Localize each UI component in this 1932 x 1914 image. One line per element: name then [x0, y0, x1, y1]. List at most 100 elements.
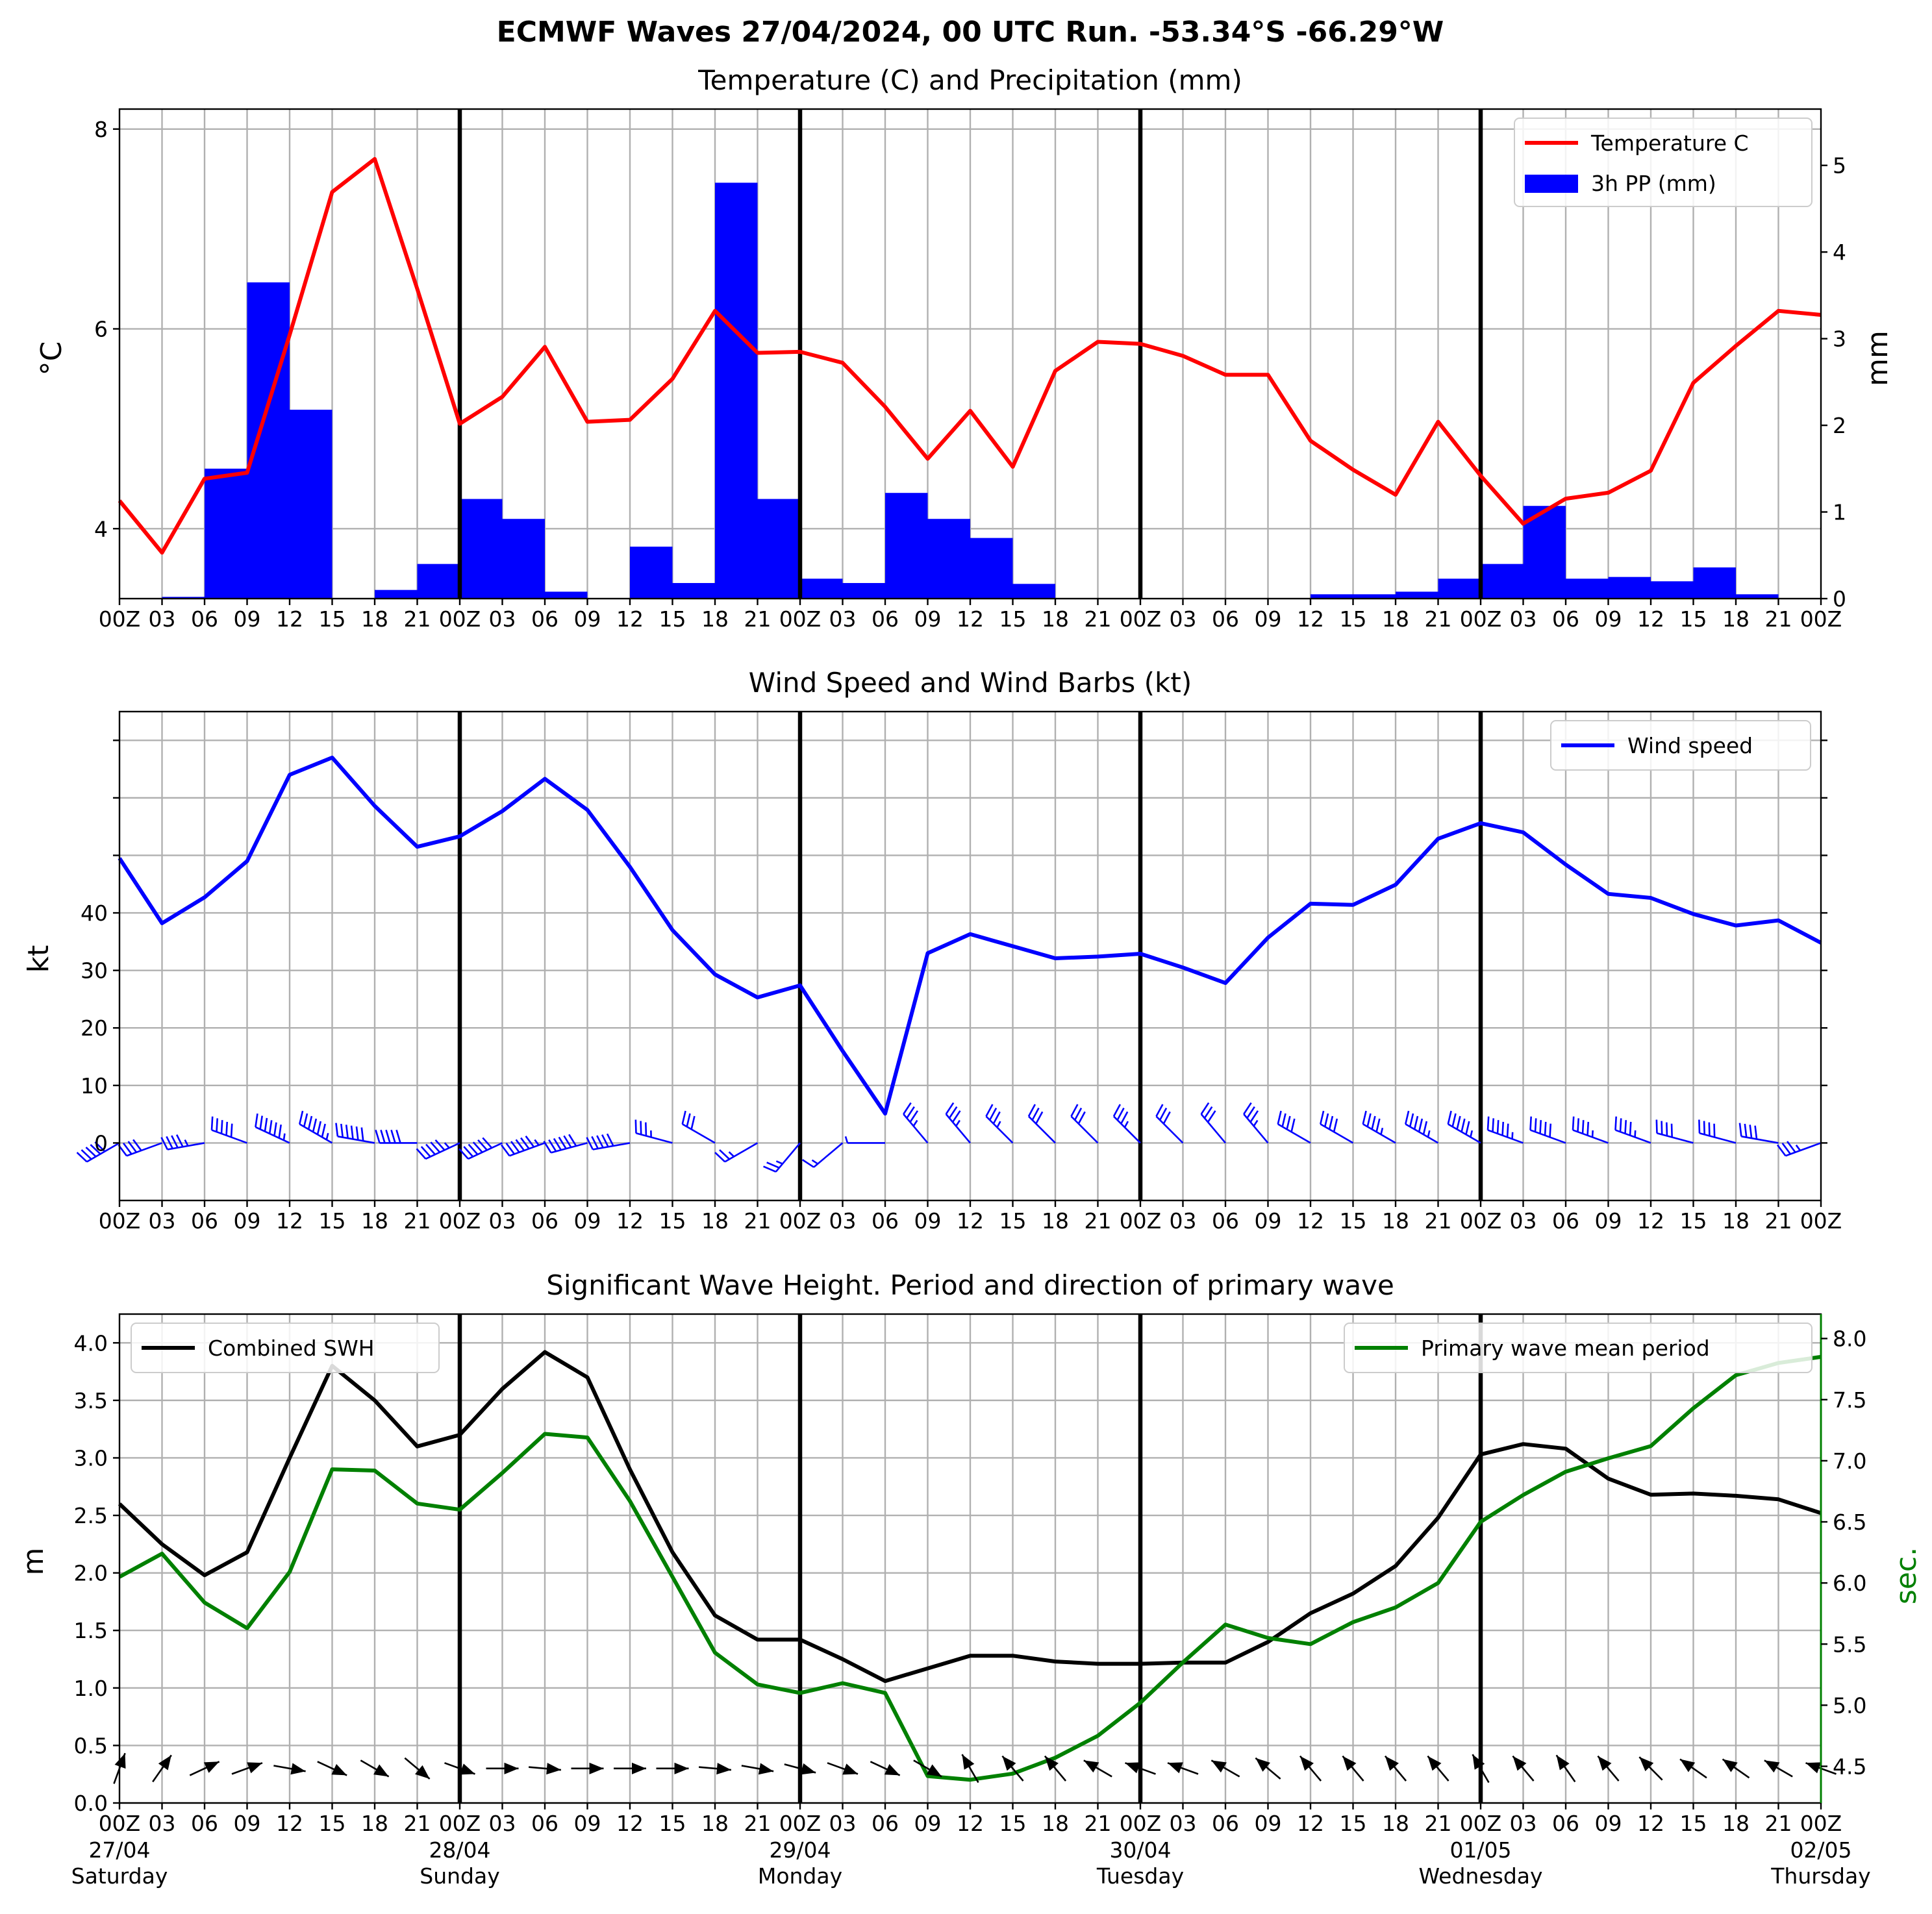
wind-barb-staff	[211, 1129, 247, 1144]
p3-xtick-label: 03	[149, 1811, 176, 1836]
wind-barb-feather	[525, 1136, 535, 1148]
p3-xtick-label: 12	[957, 1811, 984, 1836]
wind-barb-feather	[416, 1148, 427, 1160]
wave-direction-arrow	[1679, 1758, 1707, 1779]
wave-arrow-head	[1342, 1756, 1357, 1771]
temperature-precip-panel: Temperature (C) and Precipitation (mm) °…	[35, 64, 1894, 632]
precip-bar	[757, 499, 800, 599]
wave-arrow-head	[716, 1763, 731, 1775]
wind-barb-feather	[1074, 1108, 1083, 1121]
wind-barb-half-feather	[1511, 1132, 1514, 1139]
p3-date-label: 01/05	[1449, 1837, 1511, 1863]
wind-barb-feather	[909, 1110, 919, 1123]
wind-barb-feather	[166, 1136, 173, 1149]
p3-xtick-label: 12	[1297, 1811, 1324, 1836]
wind-barb-feather	[1070, 1104, 1079, 1117]
wave-arrow-head	[1044, 1756, 1059, 1771]
wind-barb	[416, 1139, 460, 1160]
wind-barb-feather	[548, 1139, 557, 1152]
wind-barb-feather	[1027, 1104, 1036, 1117]
wave-arrow-head	[1427, 1756, 1442, 1771]
wind-barb-feather	[350, 1125, 354, 1139]
p2-xtick-label: 12	[1297, 1208, 1324, 1234]
wind-barb-feather	[591, 1136, 599, 1149]
wave-direction-arrow	[913, 1759, 942, 1778]
p2-xtick-label: 21	[744, 1208, 772, 1234]
p2-xtick-label: 15	[1340, 1208, 1367, 1234]
p2-xtick-label: 21	[1085, 1208, 1112, 1234]
wind-barb-staff	[509, 1142, 546, 1157]
wave-arrow-head	[1680, 1759, 1696, 1772]
wind-barb-feather	[568, 1134, 577, 1147]
wave-arrow-head	[1255, 1758, 1270, 1772]
wind-barb-feather	[1413, 1115, 1419, 1130]
wind-barb-staff	[813, 1142, 844, 1168]
wave-direction-arrow	[614, 1762, 646, 1774]
p1-xtick-label: 03	[1170, 606, 1197, 632]
period-axis-label: sec.	[1890, 1547, 1923, 1604]
p3-period-legend-label: Primary wave mean period	[1421, 1336, 1710, 1361]
wave-arrow-head	[247, 1762, 262, 1774]
wind-barb-feather	[1246, 1106, 1255, 1119]
wave-direction-arrow	[404, 1757, 431, 1780]
wind-barb-feather	[340, 1123, 344, 1137]
p3-swh-legend	[131, 1323, 440, 1373]
wind-barb-staff	[1615, 1129, 1651, 1144]
wind-barb-feather	[951, 1110, 961, 1123]
wind-barb-feather	[510, 1141, 520, 1153]
wind-barb-staff	[1028, 1115, 1056, 1144]
wind-barb	[299, 1110, 333, 1144]
wave-arrow-head	[1512, 1756, 1527, 1771]
wind-barb	[210, 1116, 247, 1144]
precip-bar	[502, 519, 545, 599]
wind-barb-feather	[1534, 1118, 1537, 1132]
wave-arrow-head	[1472, 1754, 1485, 1770]
p3-ytick-label: 2.5	[74, 1503, 108, 1528]
p1-xtick-label: 00Z	[779, 606, 822, 632]
wind-barb-feather	[430, 1141, 441, 1153]
p3-ytick-label: 1.0	[74, 1676, 108, 1701]
p3-xtick-label: 09	[1595, 1811, 1622, 1836]
wind-barb	[1362, 1110, 1396, 1144]
wave-arrow-head	[926, 1764, 942, 1777]
wind-barb	[586, 1133, 631, 1150]
wind-barb-feather	[1776, 1144, 1787, 1157]
wind-barb	[1698, 1119, 1737, 1144]
p1-ytick-right-label: 4	[1833, 240, 1846, 265]
wind-barb-feather	[482, 1137, 493, 1149]
wind-barb-feather	[640, 1121, 642, 1135]
wind-barb	[1070, 1104, 1099, 1144]
p1-legend-label: 3h PP (mm)	[1591, 171, 1716, 196]
p3-xtick-label: 15	[999, 1811, 1027, 1836]
p2-ytick-label: 40	[81, 901, 108, 926]
p3-ytick-label: 3.0	[74, 1445, 108, 1471]
wave-arrow-head	[1722, 1759, 1738, 1772]
wind-barb	[1738, 1123, 1779, 1144]
wind-barb-feather	[1035, 1111, 1044, 1125]
wind-barb	[1200, 1102, 1226, 1144]
wave-direction-arrow	[656, 1762, 689, 1774]
wind-barb-feather	[1456, 1115, 1461, 1130]
p3-weekday-label: Thursday	[1770, 1863, 1870, 1889]
wind-barb-staff	[299, 1123, 333, 1144]
wave-direction-arrow	[1597, 1755, 1620, 1782]
p3-xtick-label: 12	[276, 1811, 303, 1836]
wave-direction-arrow	[317, 1761, 347, 1776]
p2-xtick-label: 18	[1042, 1208, 1069, 1234]
p1-xtick-label: 03	[1510, 606, 1537, 632]
p3-xtick-label: 03	[829, 1811, 857, 1836]
wind-barb	[844, 1136, 885, 1144]
wind-barb-feather	[1506, 1123, 1509, 1137]
wind-barb-feather	[1281, 1113, 1286, 1127]
precip-bar	[715, 182, 758, 599]
wind-barb-feather	[1492, 1118, 1495, 1132]
p1-legend-label: Temperature C	[1590, 130, 1749, 156]
wind-barb-feather	[906, 1106, 915, 1119]
wind-barb-feather	[1465, 1121, 1470, 1135]
p3-xtick-label: 12	[616, 1811, 644, 1836]
wind-barb-feather	[1754, 1125, 1758, 1139]
p1-xtick-label: 12	[957, 606, 984, 632]
wind-barb-feather	[520, 1137, 530, 1150]
p1-xtick-label: 00Z	[1460, 606, 1502, 632]
p1-xtick-label: 21	[404, 606, 431, 632]
